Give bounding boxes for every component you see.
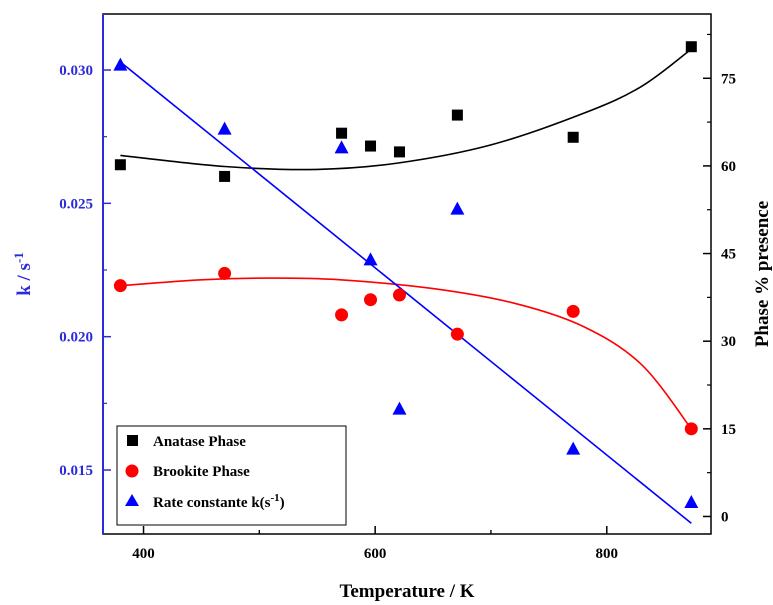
data-point-circle-3 xyxy=(364,293,378,307)
data-point-triangle-5 xyxy=(450,201,465,215)
right-y-axis-ticks: 0 15 30 45 60 75 xyxy=(703,33,736,525)
x-tick-label-600: 600 xyxy=(364,546,387,562)
legend-label-rate-main: Rate constante k(s xyxy=(153,495,271,511)
right-y-tick-label-60: 60 xyxy=(721,159,736,175)
data-point-circle-0 xyxy=(113,279,127,293)
data-point-circle-2 xyxy=(335,308,349,322)
data-markers xyxy=(113,41,699,508)
right-y-tick-label-30: 30 xyxy=(721,334,736,350)
left-y-axis-title-sup: -1 xyxy=(11,252,26,263)
fit-lines xyxy=(119,48,692,524)
legend-label-rate: Rate constante k(s-1) xyxy=(153,492,285,511)
left-y-axis-ticks: 0.015 0.020 0.025 0.030 xyxy=(59,63,111,479)
data-point-square-5 xyxy=(451,109,463,121)
left-y-axis-title-main: k / s xyxy=(14,263,35,296)
left-y-tick-label: 0.025 xyxy=(59,196,93,212)
data-point-square-3 xyxy=(365,140,377,152)
legend-label-rate-tail: ) xyxy=(280,495,285,511)
data-point-triangle-6 xyxy=(566,441,581,455)
fit-line-square xyxy=(120,48,692,171)
right-y-tick-label-45: 45 xyxy=(721,247,736,263)
legend-marker-anatase xyxy=(127,435,138,446)
data-point-square-4 xyxy=(393,146,405,158)
data-point-triangle-2 xyxy=(334,140,349,154)
data-point-triangle-0 xyxy=(113,57,128,71)
x-axis-title: Temperature / K xyxy=(339,581,474,602)
legend-label-anatase: Anatase Phase xyxy=(153,434,246,450)
right-y-tick-label-15: 15 xyxy=(721,422,736,438)
data-point-circle-4 xyxy=(392,288,406,302)
legend-label-brookite: Brookite Phase xyxy=(153,464,250,480)
x-tick-label-800: 800 xyxy=(596,546,619,562)
legend-marker-rate xyxy=(125,494,139,506)
data-point-triangle-7 xyxy=(684,495,699,508)
data-point-square-6 xyxy=(567,131,579,143)
legend-box xyxy=(116,425,347,526)
data-point-triangle-3 xyxy=(363,252,378,266)
data-point-circle-6 xyxy=(566,304,580,318)
fit-line-triangle xyxy=(119,61,692,524)
legend-label-rate-sup: -1 xyxy=(271,492,280,504)
data-point-square-1 xyxy=(219,170,231,182)
data-point-circle-5 xyxy=(450,327,464,341)
left-y-tick-label: 0.015 xyxy=(59,463,93,479)
data-point-circle-1 xyxy=(218,266,232,280)
left-y-axis-title: k / s-1 xyxy=(11,252,35,296)
data-point-square-2 xyxy=(336,127,348,139)
data-point-triangle-1 xyxy=(217,121,232,135)
legend: Anatase Phase Brookite Phase Rate consta… xyxy=(116,425,347,526)
fit-line-circle xyxy=(120,277,692,430)
x-tick-label-400: 400 xyxy=(132,546,155,562)
data-point-square-0 xyxy=(114,159,126,171)
data-point-triangle-4 xyxy=(392,401,407,415)
right-y-axis-title: Phase % presence xyxy=(752,201,773,347)
right-y-tick-label-75: 75 xyxy=(721,71,736,87)
data-point-square-7 xyxy=(685,41,697,53)
x-axis-ticks: 400 600 800 xyxy=(132,526,618,562)
right-y-tick-label-0: 0 xyxy=(721,509,729,525)
legend-marker-brookite xyxy=(125,464,139,478)
left-y-tick-label: 0.030 xyxy=(59,63,93,79)
data-point-circle-7 xyxy=(684,422,698,436)
left-y-tick-label: 0.020 xyxy=(59,330,93,346)
